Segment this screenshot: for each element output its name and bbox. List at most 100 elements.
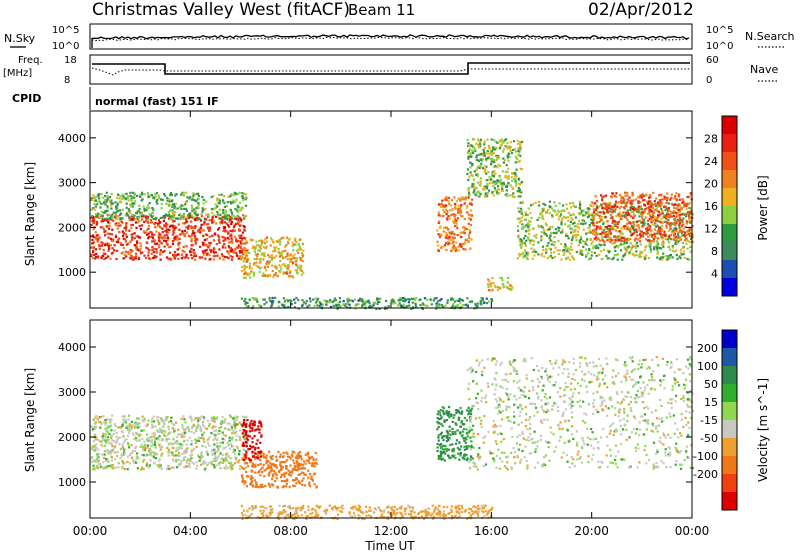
echo-cell bbox=[94, 449, 97, 452]
echo-cell bbox=[255, 261, 258, 264]
echo-cell bbox=[147, 439, 150, 442]
echo-cell bbox=[170, 216, 173, 219]
echo-cell bbox=[257, 249, 260, 252]
echo-cell bbox=[481, 188, 485, 191]
echo-cell bbox=[276, 486, 279, 489]
echo-cell bbox=[230, 193, 233, 196]
echo-cell bbox=[139, 213, 142, 216]
echo-cell bbox=[253, 246, 256, 249]
echo-cell bbox=[459, 231, 462, 234]
echo-cell bbox=[206, 442, 210, 445]
echo-cell bbox=[571, 236, 574, 239]
echo-cell bbox=[675, 230, 678, 233]
echo-cell bbox=[122, 195, 125, 198]
echo-cell bbox=[606, 235, 610, 238]
echo-cell bbox=[457, 249, 460, 252]
echo-cell bbox=[625, 213, 628, 216]
echo-cell bbox=[163, 429, 166, 433]
echo-cell bbox=[453, 248, 456, 251]
echo-cell bbox=[492, 174, 496, 177]
echo-cell bbox=[637, 224, 640, 227]
echo-cell bbox=[235, 246, 238, 249]
echo-cell bbox=[450, 297, 453, 300]
echo-cell bbox=[686, 230, 689, 233]
echo-cell bbox=[674, 195, 677, 198]
echo-cell bbox=[278, 270, 281, 273]
echo-cell bbox=[532, 243, 535, 246]
echo-cell bbox=[617, 220, 621, 223]
freq-panel bbox=[89, 54, 693, 85]
echo-cell bbox=[475, 186, 478, 190]
echo-cell bbox=[641, 218, 644, 221]
echo-cell bbox=[174, 202, 177, 205]
echo-cell bbox=[126, 441, 129, 445]
echo-cell bbox=[236, 254, 239, 258]
echo-cell bbox=[284, 264, 287, 268]
echo-cell bbox=[272, 250, 275, 253]
echo-cell bbox=[607, 224, 610, 227]
echo-cell bbox=[452, 220, 455, 223]
echo-cell bbox=[101, 217, 104, 220]
echo-cell bbox=[146, 444, 149, 447]
echo-cell bbox=[282, 272, 285, 275]
echo-cell bbox=[175, 421, 178, 424]
echo-cell bbox=[308, 461, 311, 465]
echo-cell bbox=[558, 215, 561, 218]
echo-cell bbox=[529, 242, 532, 245]
echo-cell bbox=[173, 225, 176, 228]
echo-cell bbox=[520, 140, 524, 144]
echo-cell bbox=[163, 433, 166, 436]
echo-cell bbox=[489, 163, 493, 166]
echo-cell bbox=[461, 196, 464, 199]
echo-cell bbox=[626, 209, 629, 212]
echo-cell bbox=[552, 231, 555, 234]
echo-cell bbox=[596, 246, 600, 249]
echo-cell bbox=[119, 242, 122, 245]
echo-cell bbox=[515, 156, 518, 160]
echo-cell bbox=[482, 301, 486, 304]
echo-cell bbox=[167, 443, 170, 446]
echo-cell bbox=[243, 228, 246, 231]
echo-cell bbox=[514, 177, 517, 180]
echo-cell bbox=[274, 249, 277, 252]
echo-cell bbox=[218, 236, 221, 239]
echo-cell bbox=[572, 257, 575, 260]
echo-cell bbox=[481, 299, 484, 302]
echo-cell bbox=[491, 192, 494, 195]
echo-cell bbox=[488, 181, 492, 185]
echo-cell bbox=[638, 233, 642, 236]
echo-cell bbox=[109, 424, 112, 427]
echo-cell bbox=[182, 213, 185, 216]
echo-cell bbox=[152, 435, 155, 438]
echo-cell bbox=[663, 197, 667, 200]
echo-cell bbox=[146, 247, 149, 250]
echo-cell bbox=[286, 478, 289, 481]
echo-cell bbox=[247, 305, 250, 308]
echo-cell bbox=[128, 414, 131, 417]
echo-cell bbox=[260, 306, 263, 309]
echo-cell bbox=[595, 254, 598, 257]
echo-cell bbox=[126, 455, 129, 458]
echo-cell bbox=[251, 245, 255, 248]
echo-cell bbox=[669, 198, 672, 201]
echo-cell bbox=[300, 269, 303, 272]
echo-cell bbox=[458, 197, 461, 200]
echo-cell bbox=[614, 208, 617, 211]
echo-cell bbox=[249, 238, 252, 241]
echo-cell bbox=[570, 227, 573, 230]
echo-cell bbox=[620, 240, 623, 243]
echo-cell bbox=[429, 298, 432, 301]
echo-cell bbox=[537, 200, 541, 203]
echo-cell bbox=[643, 255, 646, 258]
echo-cell bbox=[187, 214, 190, 217]
echo-cell bbox=[646, 212, 649, 215]
echo-cell bbox=[455, 241, 458, 244]
echo-cell bbox=[613, 220, 616, 223]
echo-cell bbox=[217, 447, 220, 451]
echo-cell bbox=[679, 230, 682, 233]
echo-cell bbox=[291, 244, 294, 248]
echo-cell bbox=[203, 468, 206, 471]
echo-cell bbox=[666, 255, 669, 258]
echo-cell bbox=[590, 250, 593, 254]
echo-cell bbox=[387, 306, 390, 309]
